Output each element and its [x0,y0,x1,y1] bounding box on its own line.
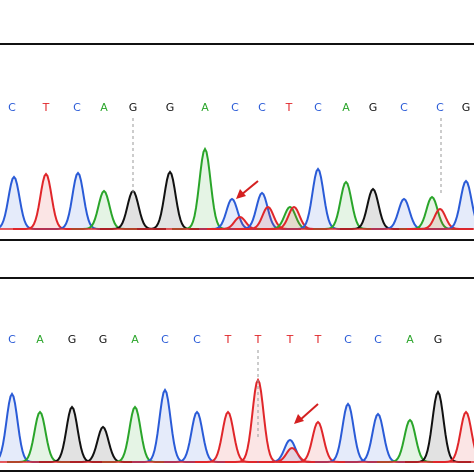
base-call: C [231,101,239,114]
base-call: C [8,333,16,346]
base-call: G [68,333,77,346]
base-call: C [374,333,382,346]
base-call: C [161,333,169,346]
base-call: C [73,101,81,114]
base-call: A [201,101,209,114]
base-call: C [8,101,16,114]
base-call: A [36,333,44,346]
base-call: G [462,101,471,114]
base-call: G [369,101,378,114]
base-call: G [99,333,108,346]
base-call: T [314,333,322,346]
arrow [236,180,259,199]
base-call: G [129,101,138,114]
base-call: T [42,101,50,114]
base-call: C [400,101,408,114]
arrow [294,403,319,424]
base-call: T [285,101,293,114]
base-call: C [258,101,266,114]
base-call: T [286,333,294,346]
base-call: T [254,333,262,346]
base-call: C [436,101,444,114]
base-call: T [224,333,232,346]
base-call: A [342,101,350,114]
base-call: G [434,333,443,346]
base-call: G [166,101,175,114]
base-call: A [406,333,414,346]
base-call: C [314,101,322,114]
base-call: C [193,333,201,346]
base-call: C [344,333,352,346]
base-call: A [131,333,139,346]
base-call: A [100,101,108,114]
